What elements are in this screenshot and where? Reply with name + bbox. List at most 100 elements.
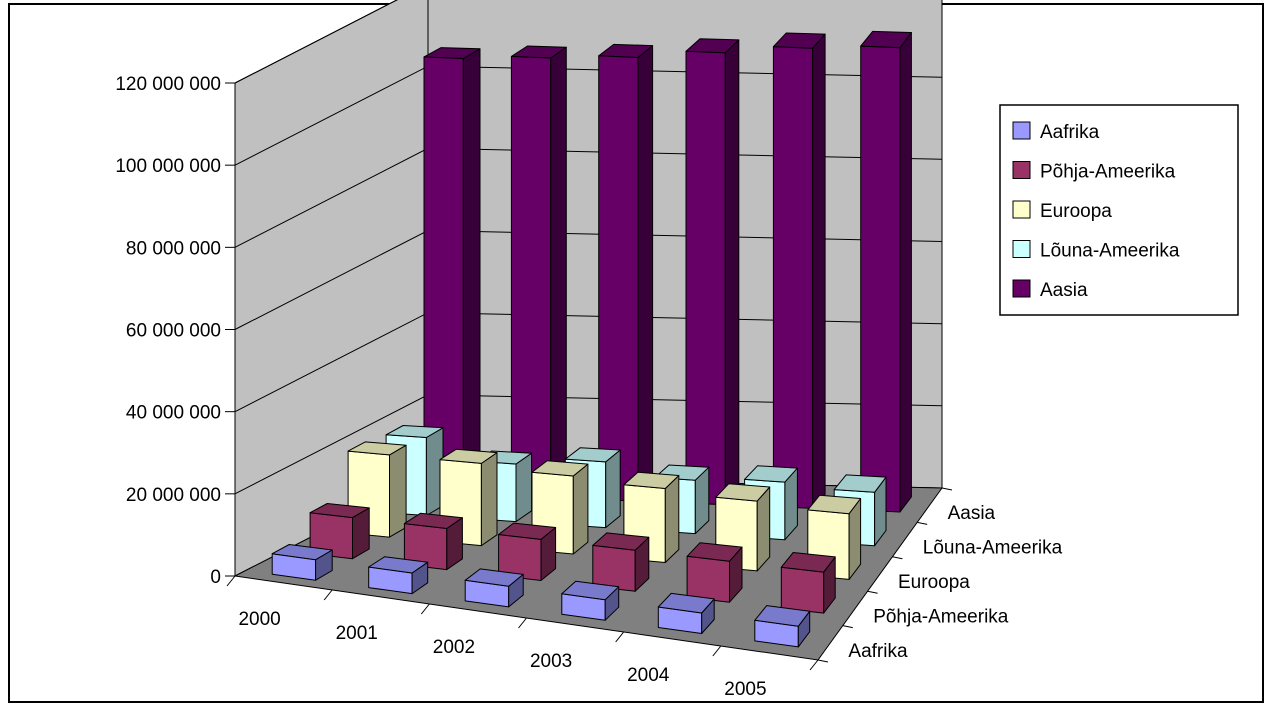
bar-top [598,43,654,58]
bar [510,45,567,499]
bar-top [564,447,621,463]
bar [403,512,463,571]
depth-tick-mark [941,487,953,491]
bar [754,605,811,648]
legend-box [999,104,1239,316]
bar-side [812,33,826,509]
bar [561,580,620,621]
x-tick-mark [420,603,430,615]
legend-swatch [1012,200,1031,219]
bar-front [780,566,825,614]
bar-top [772,32,826,49]
y-tick-label: 80 000 000 [126,238,221,259]
bar-top [833,474,887,493]
bar-top [423,47,481,59]
depth-tick-label: Aafrika [848,641,908,662]
bar-side [462,48,481,495]
bar-top [685,38,740,54]
bar-top [403,512,463,529]
bar [531,460,589,555]
bars [271,30,912,648]
y-tick-label: 60 000 000 [126,321,221,342]
bar [498,522,557,581]
bar-side [664,475,680,563]
legend-label: Aafrika [1040,122,1100,143]
depth-tick-mark [892,556,903,560]
legend-swatch [1012,121,1031,140]
bar [271,544,333,581]
bar [592,532,650,592]
x-tick-label: 2001 [336,623,378,644]
bar-side [480,452,498,547]
gridline [234,0,398,84]
x-tick-mark [323,589,333,601]
bar-top [780,552,836,573]
bar-top [531,460,589,477]
x-tick-mark [226,575,236,587]
x-tick-label: 2004 [627,665,670,686]
bar [368,556,429,595]
x-tick-label: 2005 [724,679,766,700]
bar [657,592,715,634]
bar-front [598,55,639,502]
bar [685,38,740,506]
x-tick-label: 2003 [530,651,572,672]
legend-swatch [1012,161,1031,179]
depth-tick-label: Lõuna-Ameerika [923,538,1063,559]
bar-side [515,452,533,523]
y-tick-label: 20 000 000 [126,485,221,506]
depth-tick-label: Euroopa [898,572,970,593]
bar-top [807,494,862,515]
bar-side [389,444,407,538]
bar-side [637,45,654,502]
depth-tick-mark [842,625,853,629]
bar-top [686,542,743,562]
bar-top [754,605,811,627]
y-axis-ticks: 0 20 000 000 40 000 000 60 000 000 80 000 00… [115,74,235,588]
bar [860,30,912,513]
legend-swatch [1012,279,1031,298]
legend-label: Aasia [1040,280,1088,301]
bar-side [572,463,589,555]
bar-top [464,568,524,587]
bar [715,483,771,572]
legend-label: Põhja-Ameerika [1040,162,1176,183]
legend-label: Euroopa [1040,201,1112,222]
bar [780,552,836,614]
bar-top [715,483,771,502]
bar-top [439,448,498,464]
bar-top [368,556,429,574]
bar-front [686,555,730,603]
x-tick-label: 2002 [433,637,475,658]
bar-front [860,45,901,513]
bar-top [860,30,912,49]
bar-front [510,55,552,499]
bar [309,503,370,560]
bar-front [772,46,814,509]
x-tick-mark [518,617,527,629]
legend: Aafrika Põhja-Ameerika Euroopa Lõuna-Ameeri… [999,104,1239,316]
depth-tick-mark [817,659,829,663]
depth-tick-mark [917,521,928,525]
x-axis-ticks: 2000 2001 2002 2003 2004 2005 [226,575,819,700]
bar [686,542,743,603]
bar [423,47,481,495]
bar [772,32,826,509]
bar-top [498,522,557,540]
y-tick-label: 120 000 000 [115,74,221,95]
x-tick-label: 2000 [238,609,280,630]
y-tick-label: 0 [210,567,221,588]
bar [598,43,654,502]
bar-front [685,50,726,506]
depth-tick-label: Põhja-Ameerika [873,606,1009,627]
bar-top [385,425,444,438]
depth-tick-label: Aasia [948,503,996,524]
legend-label: Lõuna-Ameerika [1040,241,1180,262]
bar-top [271,544,333,561]
bar-side [899,32,912,513]
depth-tick-mark [867,590,878,594]
y-tick-label: 100 000 000 [115,156,221,177]
bar-side [550,46,567,499]
